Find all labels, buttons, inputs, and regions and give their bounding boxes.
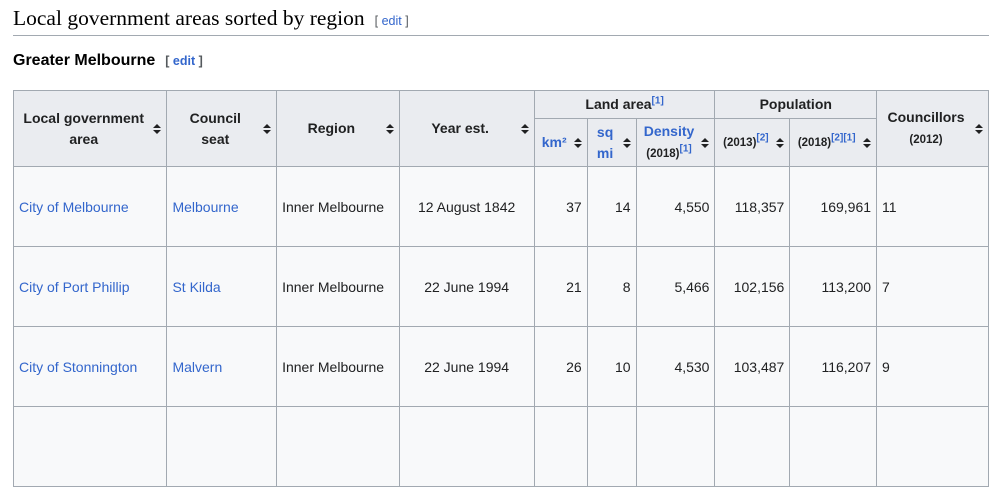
col-header-pop2013[interactable]: (2013)[2] [714, 118, 791, 167]
cell-seat: Malvern [166, 326, 278, 407]
cell-year: 22 June 1994 [398, 326, 535, 407]
col-header-sqmi[interactable]: sq mi [586, 118, 637, 167]
lga-link[interactable]: City of Stonnington [19, 358, 138, 375]
cell-region: Inner Melbourne [276, 246, 400, 327]
table-row-partial [12, 406, 989, 487]
sort-icon[interactable] [573, 137, 582, 148]
cell-sqmi: 10 [586, 326, 637, 407]
cell-councillors: 11 [876, 166, 989, 247]
col-header-km2[interactable]: km² [533, 118, 588, 167]
cell-region: Inner Melbourne [276, 326, 400, 407]
cell-year: 12 August 1842 [398, 166, 535, 247]
cell-lga: City of Stonnington [12, 326, 168, 407]
cell-councillors: 7 [876, 246, 989, 327]
seat-link[interactable]: Melbourne [172, 198, 239, 215]
sort-icon[interactable] [153, 123, 162, 134]
ref-link[interactable]: [2] [756, 132, 769, 144]
cell-pop2018: 169,961 [789, 166, 878, 247]
cell-km2: 37 [533, 166, 588, 247]
table-row: City of Stonnington Malvern Inner Melbou… [12, 326, 989, 407]
cell-region: Inner Melbourne [276, 166, 400, 247]
section-edit: [ edit ] [374, 14, 409, 28]
sort-icon[interactable] [385, 123, 394, 134]
col-header-seat[interactable]: Council seat [166, 90, 278, 167]
sort-icon[interactable] [622, 137, 631, 148]
cell-density: 5,466 [635, 246, 716, 327]
sort-icon[interactable] [520, 123, 529, 134]
lga-table: Local government area Council seat Regio… [12, 90, 989, 487]
ref-link[interactable]: [2] [831, 132, 844, 144]
sort-icon[interactable] [975, 123, 983, 134]
section-edit-link[interactable]: edit [381, 14, 402, 28]
cell-density: 4,550 [635, 166, 716, 247]
col-header-councillors[interactable]: Councillors (2012) [876, 90, 989, 167]
heading-divider [13, 35, 989, 36]
table-row: City of Port Phillip St Kilda Inner Melb… [12, 246, 989, 327]
table-row: City of Melbourne Melbourne Inner Melbou… [12, 166, 989, 247]
cell-pop2013: 103,487 [714, 326, 791, 407]
col-group-population: Population [714, 90, 878, 119]
lga-link[interactable]: City of Melbourne [19, 198, 129, 215]
col-header-density[interactable]: Density (2018)[1] [635, 118, 716, 167]
cell-pop2013: 102,156 [714, 246, 791, 327]
subsection-title: Greater Melbourne [13, 52, 156, 69]
cell-pop2013: 118,357 [714, 166, 791, 247]
cell-seat: Melbourne [166, 166, 278, 247]
cell-km2: 21 [533, 246, 588, 327]
subsection-edit-link[interactable]: edit [172, 54, 196, 68]
cell-lga: City of Melbourne [12, 166, 168, 247]
sort-icon[interactable] [701, 137, 710, 148]
section-title: Local government areas sorted by region [13, 6, 365, 30]
cell-lga: City of Port Phillip [12, 246, 168, 327]
lga-link[interactable]: City of Port Phillip [19, 278, 130, 295]
cell-seat: St Kilda [166, 246, 278, 327]
section-heading: Local government areas sorted by region [… [13, 6, 409, 31]
sort-icon[interactable] [263, 123, 272, 134]
col-header-year[interactable]: Year est. [398, 90, 535, 167]
cell-sqmi: 14 [586, 166, 637, 247]
seat-link[interactable]: Malvern [172, 358, 223, 375]
subsection-edit: [ edit ] [165, 54, 203, 68]
seat-link[interactable]: St Kilda [172, 278, 221, 295]
col-group-land-area: Land area[1] [533, 90, 716, 119]
cell-density: 4,530 [635, 326, 716, 407]
col-header-pop2018[interactable]: (2018)[2][1] [789, 118, 878, 167]
cell-year: 22 June 1994 [398, 246, 535, 327]
ref-link[interactable]: [1] [843, 132, 856, 144]
subsection-heading: Greater Melbourne [ edit ] [13, 52, 203, 70]
cell-councillors: 9 [876, 326, 989, 407]
cell-km2: 26 [533, 326, 588, 407]
sort-icon[interactable] [776, 137, 785, 148]
ref-link[interactable]: [1] [651, 95, 664, 107]
cell-pop2018: 113,200 [789, 246, 878, 327]
sort-icon[interactable] [863, 137, 872, 148]
col-header-lga[interactable]: Local government area [12, 90, 168, 167]
cell-sqmi: 8 [586, 246, 637, 327]
col-header-region[interactable]: Region [276, 90, 400, 167]
cell-pop2018: 116,207 [789, 326, 878, 407]
ref-link[interactable]: [1] [679, 142, 692, 154]
